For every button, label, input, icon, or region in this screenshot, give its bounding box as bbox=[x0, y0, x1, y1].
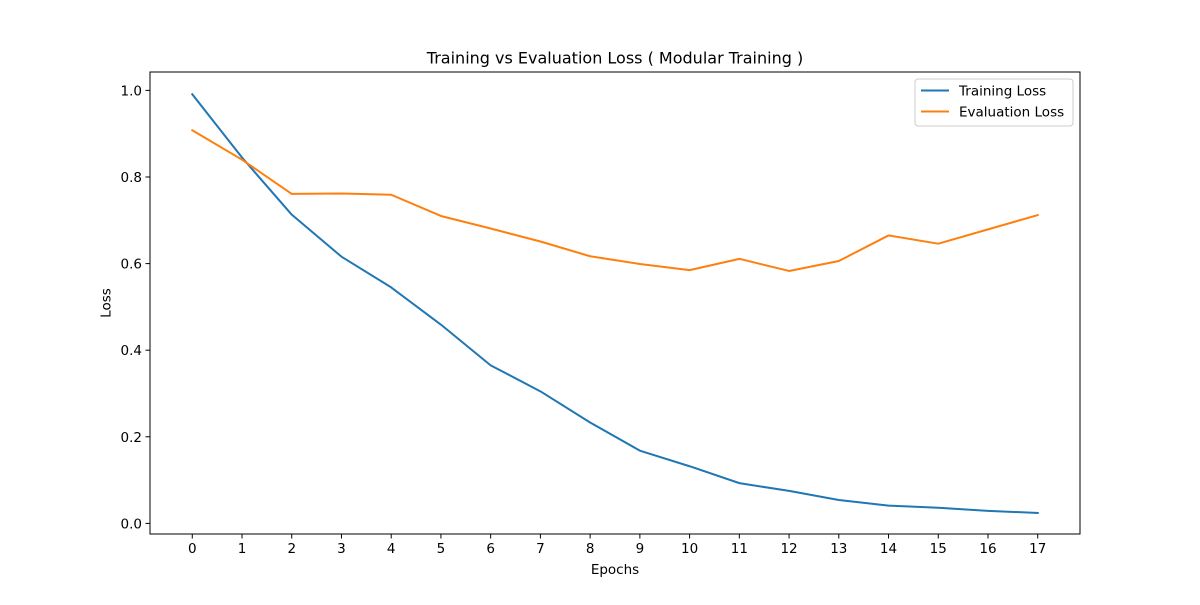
chart-title: Training vs Evaluation Loss ( Modular Tr… bbox=[426, 49, 803, 68]
x-tick-label: 3 bbox=[337, 541, 346, 557]
x-tick-label: 7 bbox=[536, 541, 545, 557]
axes-frame bbox=[149, 71, 1081, 535]
y-tick-label: 0.8 bbox=[121, 170, 142, 186]
x-tick-label: 2 bbox=[287, 541, 296, 557]
x-tick-label: 5 bbox=[437, 541, 446, 557]
y-tick-label: 0.0 bbox=[121, 516, 142, 532]
y-tick-label: 0.6 bbox=[121, 257, 142, 273]
legend-label: Evaluation Loss bbox=[959, 105, 1064, 121]
x-tick-label: 15 bbox=[930, 541, 947, 557]
x-tick-label: 11 bbox=[731, 541, 748, 557]
y-tick-label: 1.0 bbox=[121, 83, 142, 99]
y-tick-label: 0.4 bbox=[121, 343, 142, 359]
series-line-training-loss bbox=[190, 92, 1039, 515]
x-tick-label: 8 bbox=[586, 541, 595, 557]
x-tick-label: 4 bbox=[387, 541, 396, 557]
x-tick-label: 12 bbox=[780, 541, 797, 557]
x-tick-label: 17 bbox=[1029, 541, 1046, 557]
x-tick-label: 14 bbox=[880, 541, 897, 557]
x-axis-label: Epochs bbox=[591, 562, 639, 578]
legend: Training Loss Evaluation Loss bbox=[914, 78, 1074, 127]
x-tick-label: 9 bbox=[636, 541, 645, 557]
y-tick-label: 0.2 bbox=[121, 430, 142, 446]
legend-box bbox=[914, 78, 1074, 127]
legend-label: Training Loss bbox=[958, 84, 1046, 100]
x-tick-label: 16 bbox=[979, 541, 996, 557]
plot-area: 0 1 2 3 4 5 6 7 8 9 10 11 12 13 14 15 16 170.00.20.40.60.… bbox=[121, 71, 1081, 557]
x-tick-label: 10 bbox=[681, 541, 698, 557]
x-tick-label: 13 bbox=[830, 541, 847, 557]
y-axis-label: Loss bbox=[99, 288, 115, 318]
x-tick-label: 0 bbox=[188, 541, 197, 557]
x-tick-label: 6 bbox=[486, 541, 495, 557]
series-line-evaluation-loss bbox=[190, 128, 1039, 272]
x-tick-label: 1 bbox=[238, 541, 247, 557]
